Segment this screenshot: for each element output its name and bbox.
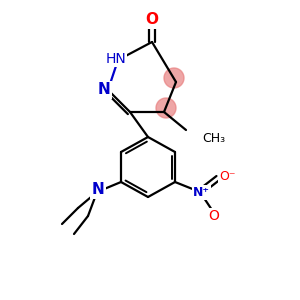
- Text: O: O: [146, 13, 158, 28]
- Text: O: O: [208, 209, 219, 223]
- Text: N: N: [92, 182, 104, 197]
- Text: O⁻: O⁻: [219, 170, 235, 184]
- Circle shape: [164, 68, 184, 88]
- Text: CH₃: CH₃: [202, 131, 225, 145]
- Text: N⁺: N⁺: [193, 185, 209, 199]
- Text: HN: HN: [106, 52, 126, 66]
- Circle shape: [156, 98, 176, 118]
- Text: N: N: [98, 82, 110, 98]
